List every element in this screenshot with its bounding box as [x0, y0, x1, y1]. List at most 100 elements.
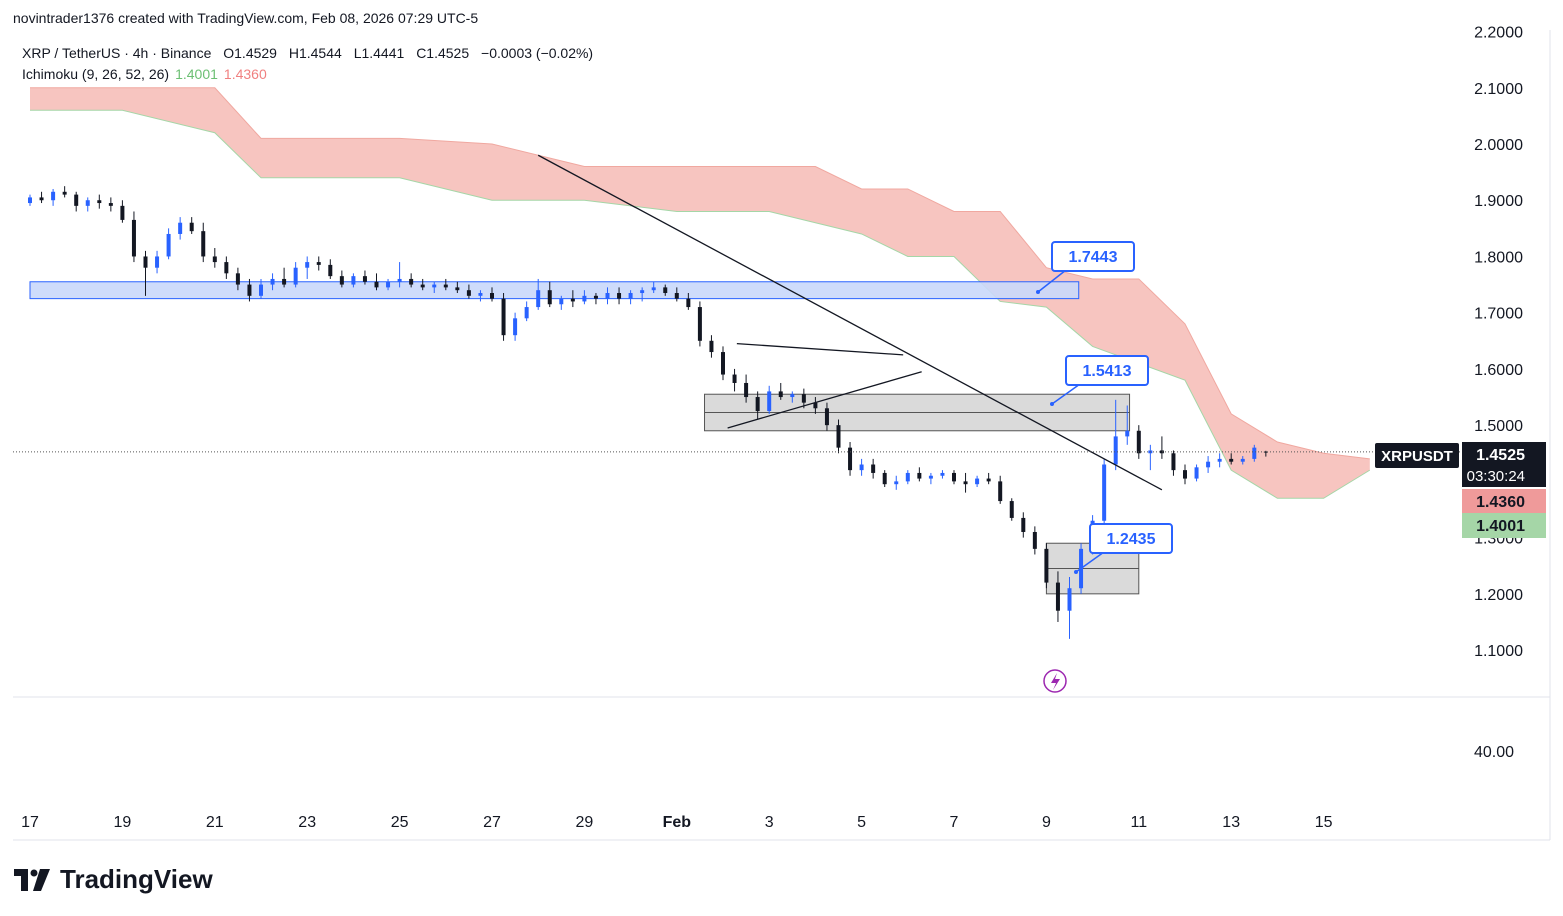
candle-body	[732, 374, 737, 383]
span-b-label: 1.4360	[1476, 494, 1525, 511]
candle-body	[1055, 582, 1060, 611]
candle-body	[871, 464, 876, 473]
candle-body	[362, 276, 367, 282]
candle-body	[155, 256, 160, 268]
candle-body	[339, 276, 344, 285]
resistance-zone-blue	[29, 281, 1080, 300]
candle-body	[212, 256, 217, 263]
candle-body	[397, 278, 402, 282]
indicator-value-1: 1.4001	[175, 66, 218, 82]
current-price-label: 1.4525	[1476, 447, 1525, 464]
span-a-badge	[1462, 513, 1546, 538]
time-axis-label: 15	[1315, 814, 1333, 831]
candle-body	[386, 281, 391, 288]
candle-body	[466, 290, 471, 296]
candle-body	[62, 191, 67, 195]
candle-body	[478, 293, 483, 296]
candle-body	[975, 478, 980, 485]
candle-body	[1183, 470, 1187, 479]
indicator-value-2: 1.4360	[223, 66, 267, 82]
candle-body	[905, 472, 910, 482]
candle-body	[328, 264, 333, 277]
candle-body	[85, 200, 90, 206]
candle-body	[940, 472, 945, 476]
countdown-label: 03:30:24	[1467, 468, 1525, 485]
time-axis-label: 29	[576, 814, 594, 831]
candle-body	[201, 231, 206, 257]
candle-body	[593, 295, 598, 299]
candle-body	[1252, 447, 1257, 459]
candle-body	[28, 197, 32, 204]
attribution-text: novintrader1376 created with TradingView…	[13, 10, 479, 26]
time-axis-label: Feb	[663, 814, 692, 831]
candle-body	[917, 472, 922, 479]
candle-body	[628, 293, 633, 299]
candle-body	[928, 475, 933, 479]
candle-body	[1044, 548, 1049, 583]
candle-body	[259, 284, 263, 296]
candle-body	[432, 284, 437, 288]
candle-body	[801, 394, 806, 403]
candle-body	[74, 194, 79, 206]
price-axis-label: 1.2000	[1474, 587, 1523, 604]
symbol-badge-label: XRPUSDT	[1381, 448, 1453, 465]
candle-body	[1067, 588, 1072, 611]
candle-body	[293, 267, 298, 285]
time-axis-label: 23	[298, 814, 316, 831]
wedge-upper-line	[736, 342, 904, 356]
candle-body	[640, 290, 645, 294]
symbol-legend: XRP / TetherUS · 4h · Binance O1.4529 H1…	[22, 45, 601, 61]
callout-pointer	[1075, 551, 1105, 573]
indicator-legend[interactable]: Ichimoku (9, 26, 52, 26) 1.4001 1.4360	[22, 66, 267, 82]
candle-body	[166, 233, 171, 257]
candle-body	[963, 481, 968, 485]
callout-box	[1065, 355, 1149, 386]
callout-anchor	[1074, 570, 1078, 574]
time-axis-label: 13	[1222, 814, 1240, 831]
candle-body	[778, 391, 783, 398]
candle-body	[490, 293, 494, 299]
candle-body	[744, 382, 749, 398]
candle-body	[1194, 467, 1199, 479]
candle-body	[605, 293, 610, 299]
price-axis-label: 1.7000	[1474, 306, 1523, 323]
span-b-badge	[1462, 489, 1546, 514]
change-value: −0.0003 (−0.02%)	[481, 45, 594, 61]
callout-label: 1.5413	[1083, 363, 1132, 380]
candle-body	[1217, 458, 1222, 462]
candle-body	[559, 298, 564, 305]
candle-body	[836, 425, 841, 448]
candle-body	[235, 273, 240, 285]
price-axis-label: 1.1000	[1474, 643, 1523, 660]
candle-body	[1125, 430, 1130, 437]
candle-body	[859, 464, 864, 471]
wedge-lower-line	[727, 371, 922, 429]
candle-body	[1021, 517, 1026, 532]
price-axis-label: 1.5000	[1474, 418, 1523, 435]
tradingview-logo[interactable]: TradingView	[14, 864, 213, 895]
candle-body	[1171, 453, 1176, 471]
candle-body	[894, 481, 899, 485]
candle-body	[998, 481, 1003, 502]
candle-body	[1009, 501, 1014, 518]
candle-body	[674, 293, 679, 299]
candle-body	[1113, 436, 1118, 465]
tradingview-logo-icon	[14, 868, 50, 891]
time-axis-label: 11	[1130, 814, 1147, 831]
candle-body	[51, 191, 56, 201]
candle-body	[305, 262, 310, 268]
candle-body	[709, 340, 714, 353]
candle-body	[108, 203, 113, 206]
candle-body	[617, 293, 622, 299]
callout-anchor	[1050, 402, 1054, 406]
time-axis-label: 19	[114, 814, 132, 831]
candle-body	[813, 402, 818, 409]
callout-pointer	[1051, 383, 1081, 405]
candle-body	[790, 394, 795, 398]
callout-box	[1051, 241, 1135, 272]
span-a-label: 1.4001	[1476, 518, 1525, 535]
candle-body	[1206, 461, 1211, 468]
time-axis-label: 27	[483, 814, 501, 831]
candle-body	[663, 287, 668, 294]
